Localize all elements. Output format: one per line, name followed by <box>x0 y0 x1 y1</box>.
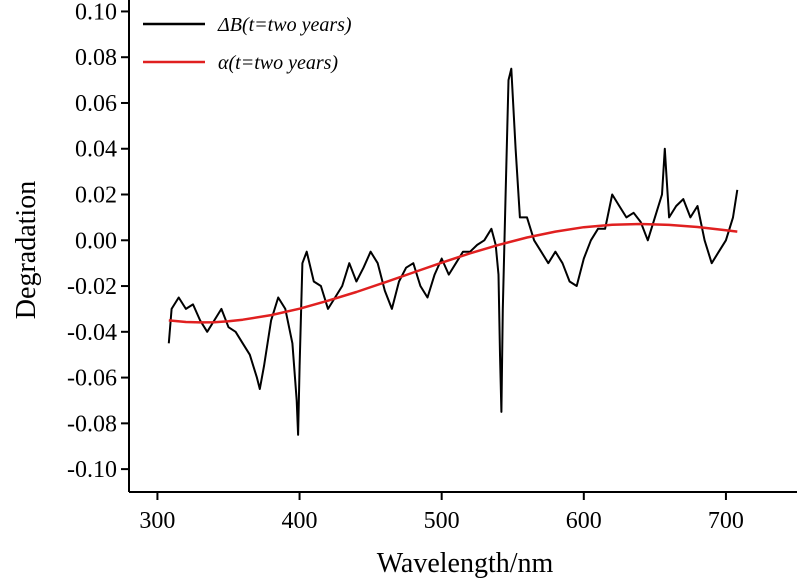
y-tick-label: -0.02 <box>67 274 117 300</box>
y-tick-label: 0.06 <box>75 91 117 117</box>
y-tick-label: -0.04 <box>67 320 117 346</box>
tick-labels: 300 400 500 600 700 -0.10 -0.08 -0.06 -0.04 -0.02… <box>67 0 744 534</box>
series-line-delta-b <box>167 67 739 436</box>
y-tick-label: 0.02 <box>75 183 117 209</box>
y-tick-label: 0.08 <box>75 45 117 71</box>
legend-label: α(t=two years) <box>218 52 338 74</box>
axes <box>128 0 797 493</box>
y-tick-label: -0.06 <box>67 366 117 392</box>
x-tick-label: 700 <box>708 508 744 534</box>
series-group <box>167 67 739 436</box>
x-tick-label: 300 <box>139 508 175 534</box>
x-tick-label: 400 <box>282 508 318 534</box>
legend: ΔB(t=two years) α(t=two years) <box>143 14 352 74</box>
y-tick-label: 0.04 <box>75 137 117 163</box>
x-tick-label: 600 <box>566 508 602 534</box>
y-tick-label: 0.10 <box>75 0 117 25</box>
y-tick-label: -0.10 <box>67 457 117 483</box>
tick-marks <box>121 10 727 500</box>
series-line-alpha <box>168 222 738 324</box>
x-tick-label: 500 <box>424 508 460 534</box>
y-tick-label: 0.00 <box>75 228 117 254</box>
x-axis-title: Wavelength/nm <box>377 548 554 579</box>
y-tick-label: -0.08 <box>67 411 117 437</box>
y-axis-title: Degradation <box>11 181 42 319</box>
legend-label: ΔB(t=two years) <box>217 14 352 36</box>
